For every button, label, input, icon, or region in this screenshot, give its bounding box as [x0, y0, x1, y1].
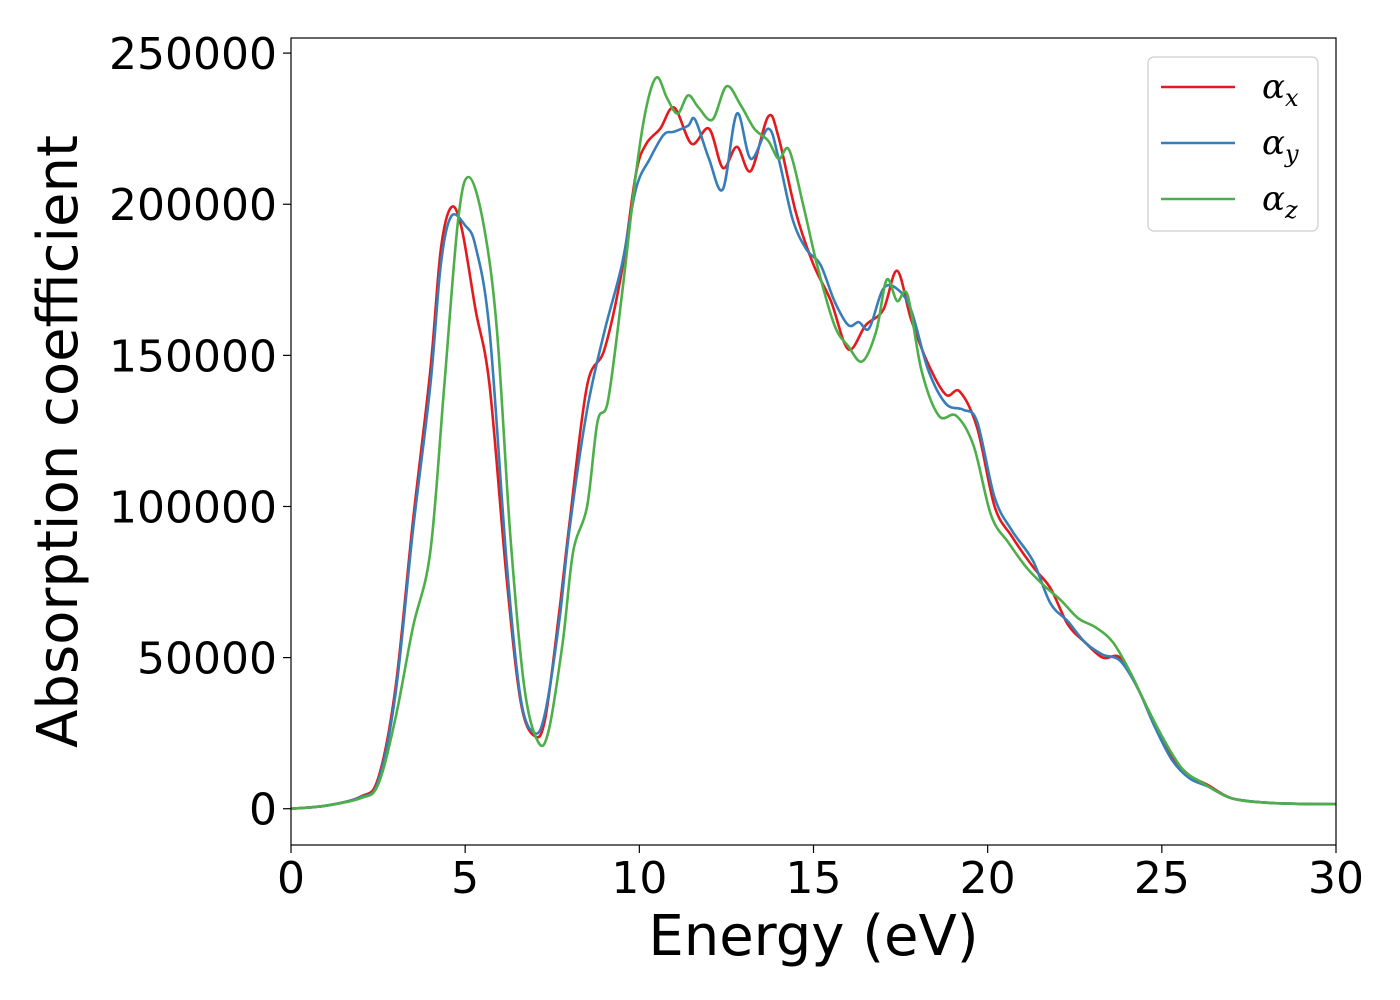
y-axis: 0 50000 100000 150000 200000 250000	[109, 29, 291, 836]
y-tick-label: 0	[249, 785, 277, 836]
x-axis: 0 5 10 15 20 25 30	[277, 845, 1364, 904]
x-tick-label: 5	[451, 853, 479, 904]
legend-label-z: αz	[1262, 179, 1298, 224]
y-tick-label: 100000	[109, 482, 277, 533]
legend-label-x: αx	[1262, 67, 1299, 112]
y-tick-label: 250000	[109, 29, 277, 80]
series-line-y	[291, 112, 1336, 810]
x-tick-label: 30	[1308, 853, 1364, 904]
x-tick-label: 25	[1134, 853, 1190, 904]
legend: αx αy αz	[1147, 56, 1319, 232]
x-tick-label: 0	[277, 853, 305, 904]
y-axis-label: Absorption coefficient	[26, 135, 91, 748]
series-line-z	[291, 76, 1336, 810]
x-tick-label: 10	[611, 853, 667, 904]
y-tick-label: 50000	[137, 634, 277, 685]
x-tick-label: 20	[960, 853, 1016, 904]
legend-label-y: αy	[1262, 123, 1299, 168]
y-tick-label: 150000	[109, 331, 277, 382]
x-tick-label: 15	[786, 853, 842, 904]
x-axis-label: Energy (eV)	[648, 904, 978, 969]
series-lines	[291, 76, 1336, 810]
y-tick-label: 200000	[109, 180, 277, 231]
